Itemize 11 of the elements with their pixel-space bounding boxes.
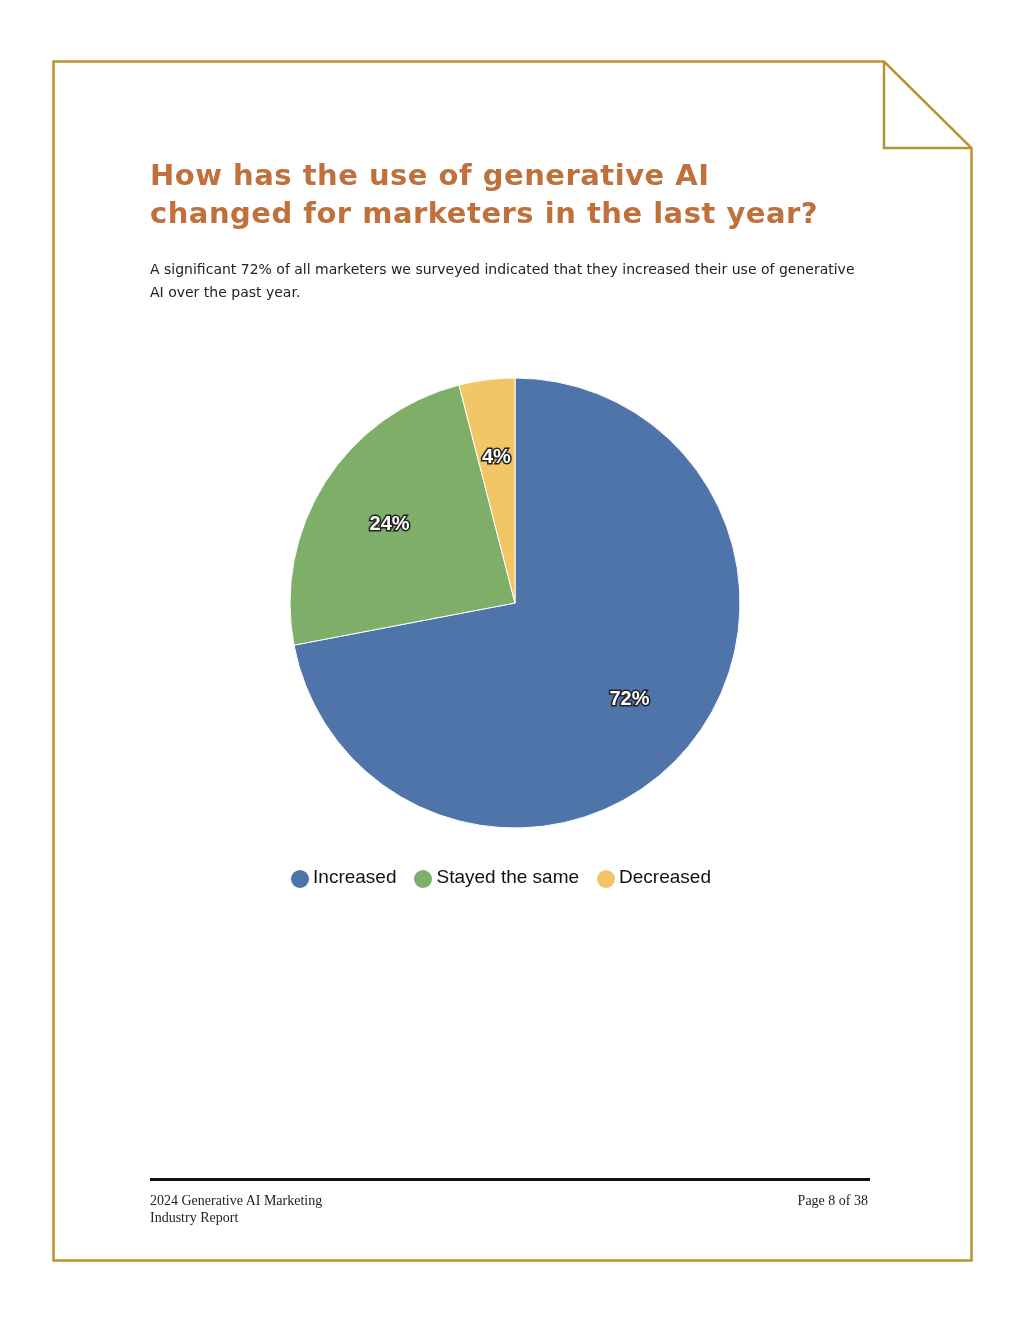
legend-label: Decreased [619, 866, 711, 887]
data-label: 72% [609, 686, 650, 709]
data-label: 24% [369, 512, 410, 535]
text: 2024 Generative AI Marketing Industry Report [150, 1192, 324, 1226]
text: Page 8 of 38 [796, 1192, 868, 1209]
chart-title: How has the use of generative AI changed for marketers in the last year? [150, 157, 820, 232]
data-label: 4% [481, 444, 512, 467]
legend-label: Increased [313, 866, 397, 887]
legend-label: Stayed the same [436, 866, 580, 887]
chart-subtitle: A significant 72% of all marketers we surveyed indicated that they increased their use of generative AI over the past year. [150, 260, 856, 302]
pie-slice [293, 377, 741, 829]
